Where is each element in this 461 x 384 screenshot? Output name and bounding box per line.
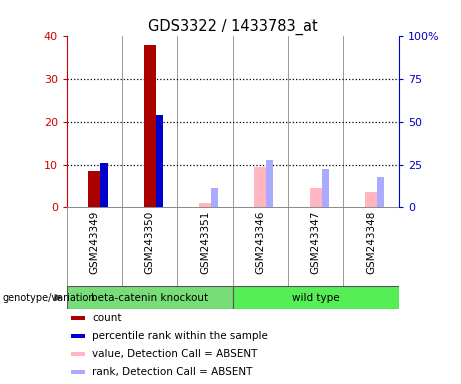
Text: beta-catenin knockout: beta-catenin knockout	[91, 293, 208, 303]
Bar	[365, 192, 377, 207]
Text: GSM243348: GSM243348	[366, 210, 376, 274]
Bar	[233, 286, 399, 309]
Text: GSM243349: GSM243349	[89, 210, 100, 274]
Bar	[266, 159, 273, 207]
Text: wild type: wild type	[292, 293, 340, 303]
Bar	[322, 169, 329, 207]
Bar	[377, 177, 384, 207]
Bar	[67, 286, 233, 309]
Bar	[71, 334, 85, 338]
Text: percentile rank within the sample: percentile rank within the sample	[92, 331, 268, 341]
Bar	[156, 115, 163, 207]
Title: GDS3322 / 1433783_at: GDS3322 / 1433783_at	[148, 19, 318, 35]
Bar	[144, 45, 156, 207]
Bar	[71, 316, 85, 320]
Text: GSM243350: GSM243350	[145, 210, 155, 274]
Text: GSM243351: GSM243351	[200, 210, 210, 274]
Text: value, Detection Call = ABSENT: value, Detection Call = ABSENT	[92, 349, 258, 359]
Bar	[211, 188, 218, 207]
Text: count: count	[92, 313, 122, 323]
Bar	[310, 188, 322, 207]
Text: GSM243347: GSM243347	[311, 210, 321, 274]
Bar	[254, 167, 266, 207]
Bar	[199, 203, 211, 207]
Bar	[71, 352, 85, 356]
Text: GSM243346: GSM243346	[255, 210, 266, 274]
Text: rank, Detection Call = ABSENT: rank, Detection Call = ABSENT	[92, 367, 253, 377]
Bar	[100, 163, 107, 207]
Bar	[89, 171, 100, 207]
Text: genotype/variation: genotype/variation	[2, 293, 95, 303]
Bar	[71, 370, 85, 374]
